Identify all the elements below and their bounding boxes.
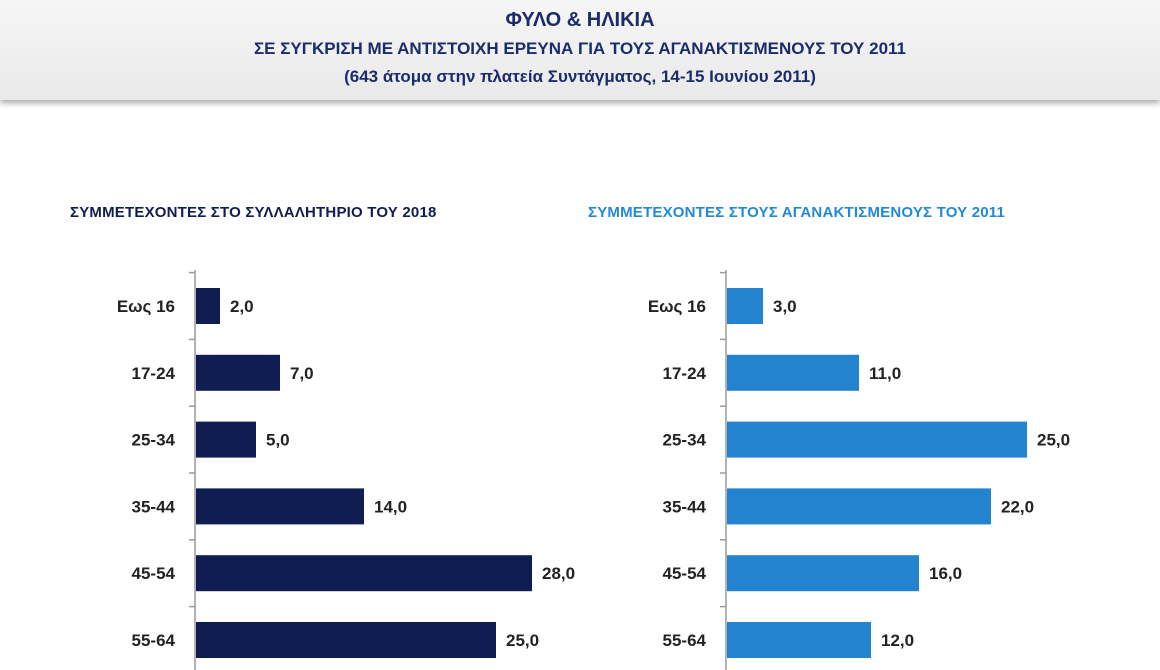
page-title: ΦΥΛΟ & ΗΛΙΚΙΑ: [505, 9, 655, 31]
bar-chart-2018: Εως 16 2,0 17-24 7,0 25-34 5,0 35-44 14,0 45-54 2…: [117, 270, 575, 670]
page-note: (643 άτομα στην πλατεία Συντάγματος, 14-…: [344, 67, 816, 86]
category-label: Εως 16: [117, 297, 175, 316]
category-label: Εως 16: [648, 297, 706, 316]
category-label: 55-64: [132, 631, 176, 650]
header-banner: ΦΥΛΟ & ΗΛΙΚΙΑ ΣΕ ΣΥΓΚΡΙΣΗ ΜΕ ΑΝΤΙΣΤΟΙΧΗ …: [0, 0, 1160, 100]
value-label: 25,0: [1037, 431, 1070, 450]
bar-right: [727, 488, 991, 525]
bar-right: [727, 421, 1027, 458]
value-label: 25,0: [506, 631, 539, 650]
value-label: 22,0: [1001, 497, 1034, 516]
value-label: 11,0: [869, 364, 901, 383]
value-label: 28,0: [542, 564, 575, 583]
value-label: 12,0: [881, 631, 914, 650]
value-label: 3,0: [773, 297, 797, 316]
category-label: 17-24: [132, 364, 176, 383]
category-label: 55-64: [663, 631, 707, 650]
value-label: 14,0: [374, 497, 407, 516]
chart-title-2018: ΣΥΜΜΕΤΕΧΟΝΤΕΣ ΣΤΟ ΣΥΛΛΑΛΗΤΗΡΙΟ ΤΟΥ 2018: [70, 204, 437, 221]
category-label: 35-44: [132, 497, 176, 516]
bar-left: [196, 488, 364, 525]
value-label: 16,0: [929, 564, 962, 583]
category-label: 25-34: [132, 431, 176, 450]
bar-left: [196, 354, 280, 391]
category-label: 25-34: [663, 431, 707, 450]
bar-left: [196, 622, 496, 658]
bar-right: [727, 288, 763, 324]
bar-right: [727, 354, 859, 391]
value-label: 7,0: [290, 364, 314, 383]
bar-left: [196, 555, 532, 592]
bar-left: [196, 421, 256, 458]
bar-right: [727, 622, 871, 658]
page-subtitle: ΣΕ ΣΥΓΚΡΙΣΗ ΜΕ ΑΝΤΙΣΤΟΙΧΗ ΕΡΕΥΝΑ ΓΙΑ ΤΟΥ…: [253, 39, 907, 58]
bar-left: [196, 288, 220, 324]
category-label: 45-54: [663, 564, 707, 583]
value-label: 5,0: [266, 431, 290, 450]
category-label: 17-24: [663, 364, 707, 383]
category-label: 45-54: [132, 564, 176, 583]
chart-title-2011: ΣΥΜΜΕΤΕΧΟΝΤΕΣ ΣΤΟΥΣ ΑΓΑΝΑΚΤΙΣΜΕΝΟΥΣ ΤΟΥ …: [588, 204, 1006, 221]
category-label: 35-44: [663, 497, 707, 516]
bar-right: [727, 555, 919, 592]
value-label: 2,0: [230, 297, 254, 316]
